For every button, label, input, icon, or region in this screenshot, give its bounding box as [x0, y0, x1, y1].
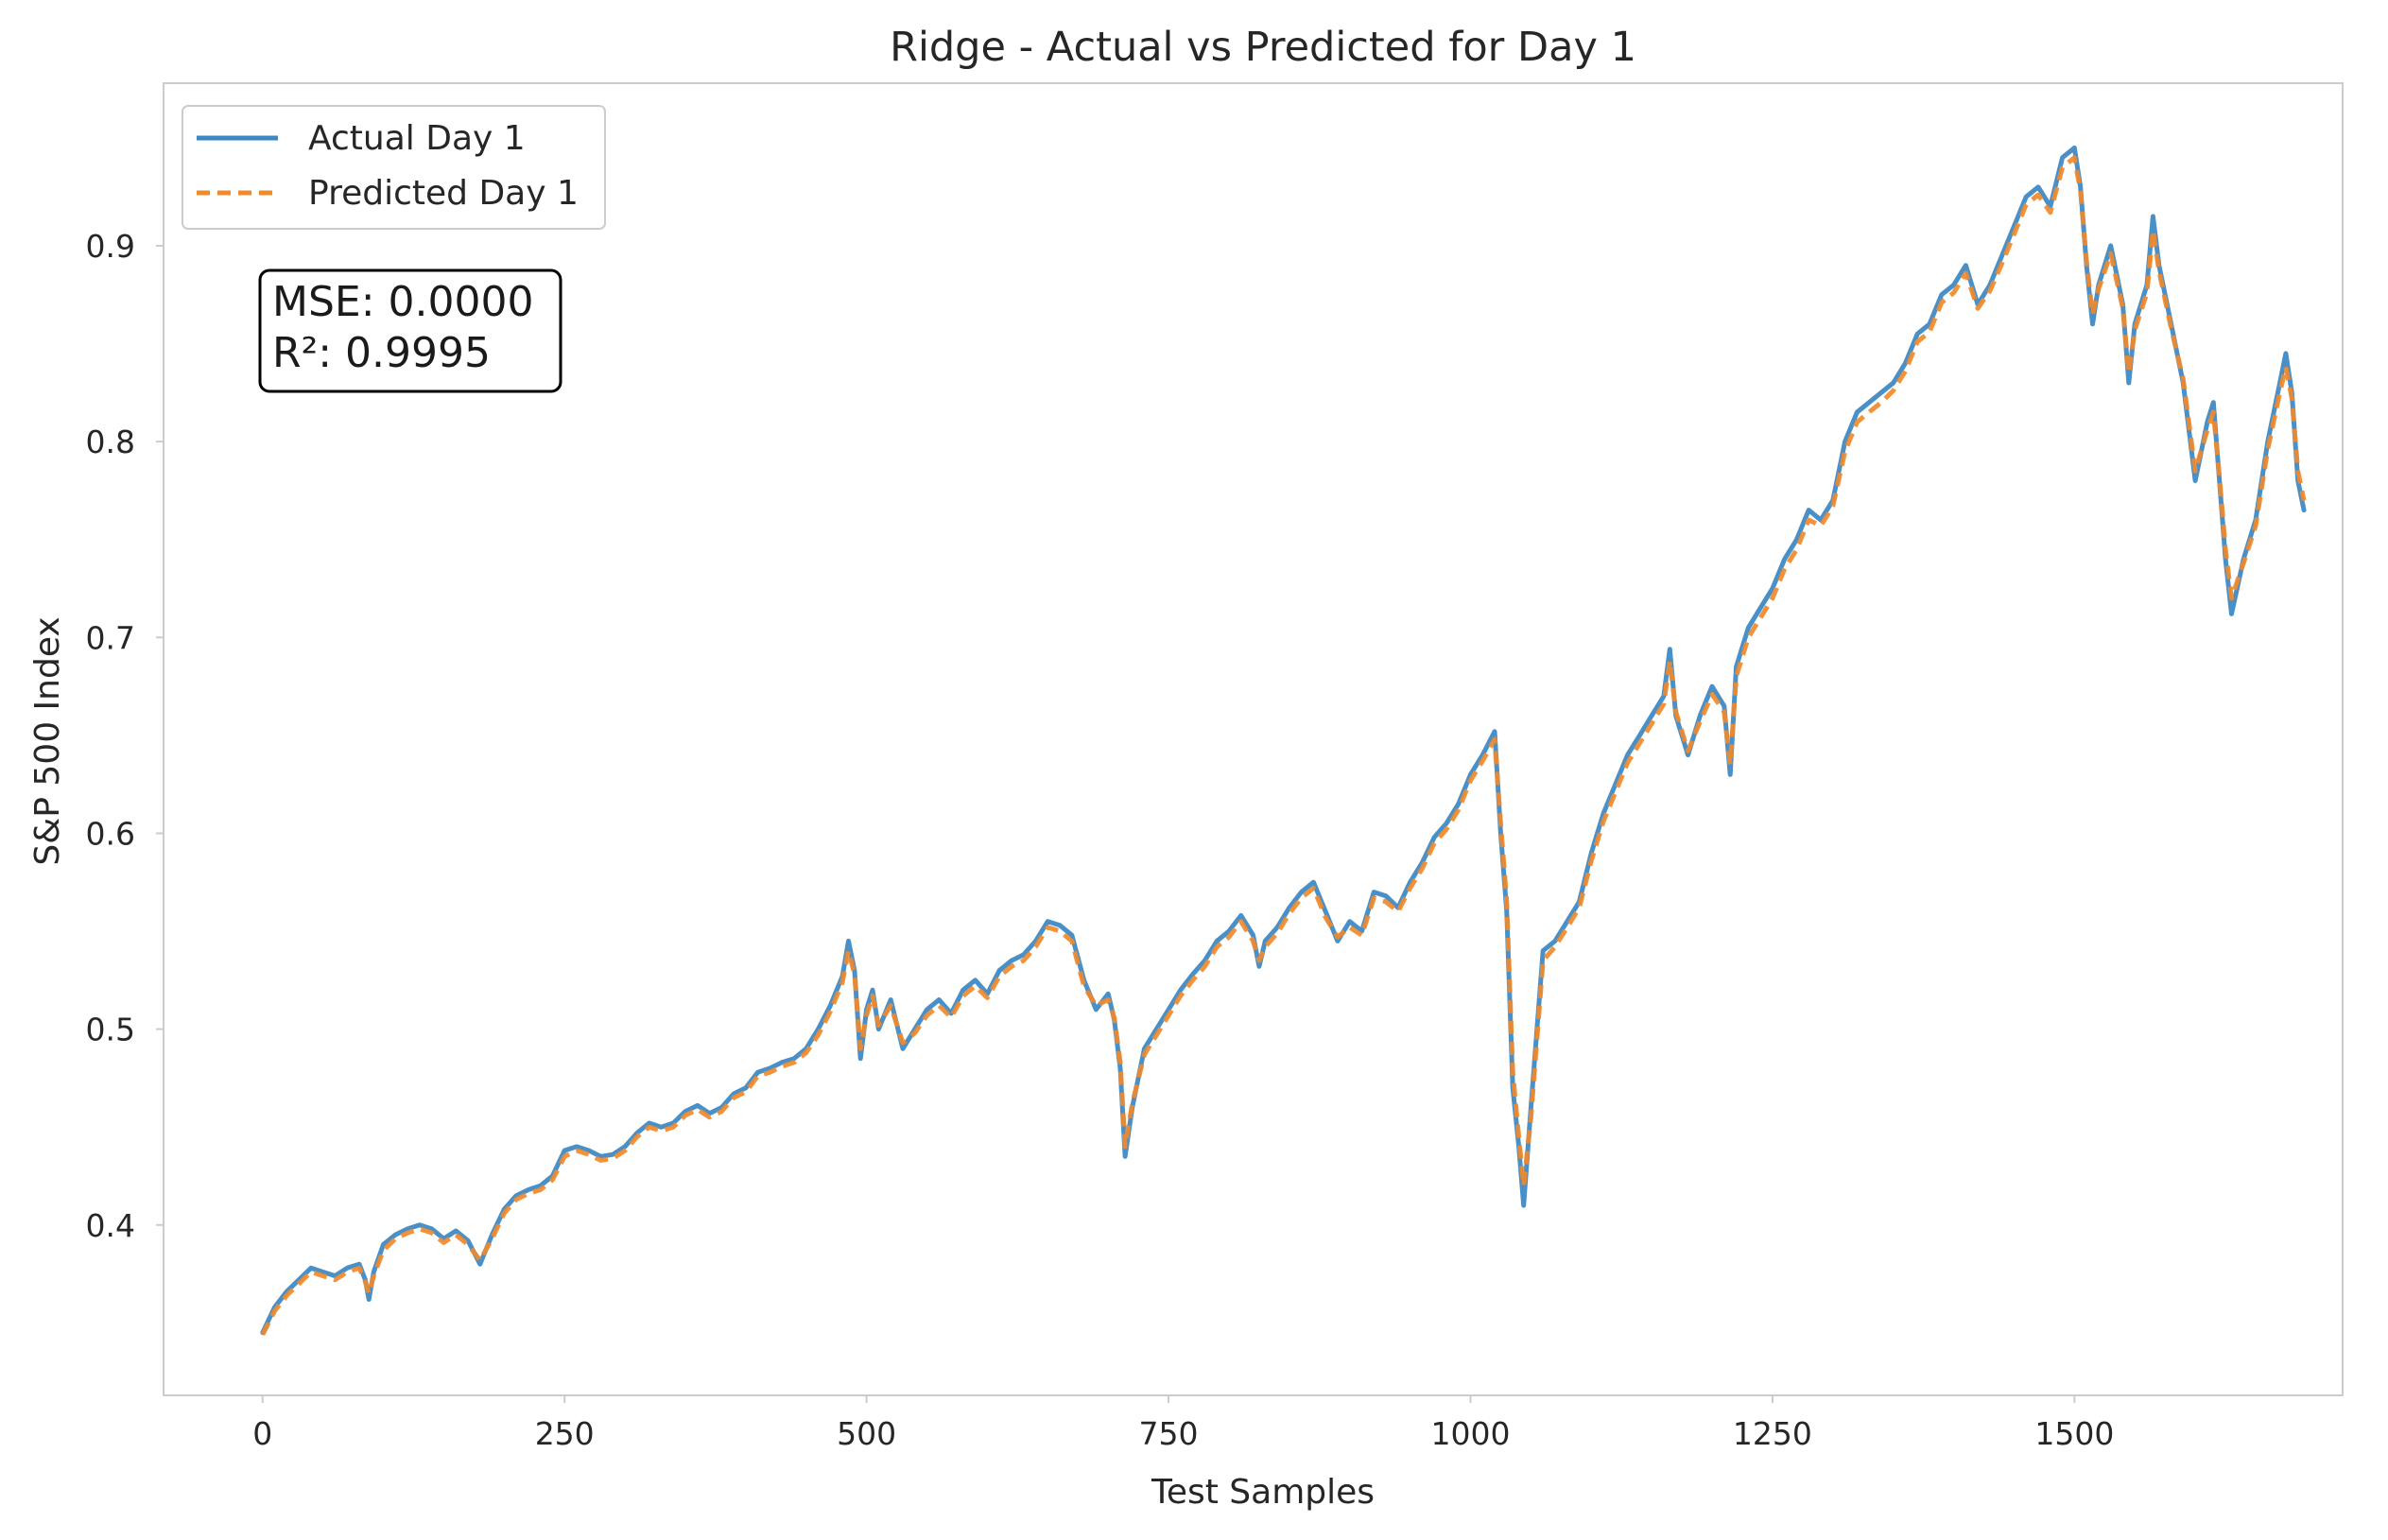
x-tick-label: 1250 [1733, 1415, 1812, 1452]
stats-annotation: MSE: 0.0000 R²: 0.9995 [258, 268, 562, 393]
legend-box [182, 105, 606, 230]
series-line-predicted [260, 155, 2307, 1336]
legend-label-predicted: Predicted Day 1 [308, 174, 579, 213]
y-tick-label: 0.8 [86, 424, 135, 460]
mse-text: MSE: 0.0000 [272, 278, 533, 326]
x-tick-label: 1000 [1430, 1415, 1510, 1452]
series-layer [260, 145, 2307, 1336]
x-tick-label: 1500 [2034, 1415, 2114, 1452]
y-axis-label: S&P 500 Index [28, 616, 67, 865]
r2-text: R²: 0.9995 [272, 329, 491, 377]
legend-label-actual: Actual Day 1 [308, 119, 526, 158]
x-axis: 0 250 500 750 1000 1250 1500 [252, 1395, 2114, 1452]
x-tick-label: 500 [837, 1415, 896, 1452]
stats-box [258, 268, 562, 393]
x-tick-label: 750 [1139, 1415, 1199, 1452]
y-tick-label: 0.9 [86, 228, 135, 265]
x-tick-label: 0 [252, 1415, 272, 1452]
legend: Actual Day 1 Predicted Day 1 [182, 105, 606, 230]
x-axis-label: Test Samples [1151, 1473, 1375, 1512]
y-tick-label: 0.5 [86, 1012, 135, 1048]
y-tick-label: 0.4 [86, 1207, 135, 1244]
x-tick-label: 250 [535, 1415, 595, 1452]
y-axis: 0.4 0.5 0.6 0.7 0.8 0.9 [86, 228, 164, 1244]
y-tick-label: 0.6 [86, 815, 135, 852]
y-tick-label: 0.7 [86, 619, 135, 656]
chart-title: Ridge - Actual vs Predicted for Day 1 [890, 24, 1636, 71]
